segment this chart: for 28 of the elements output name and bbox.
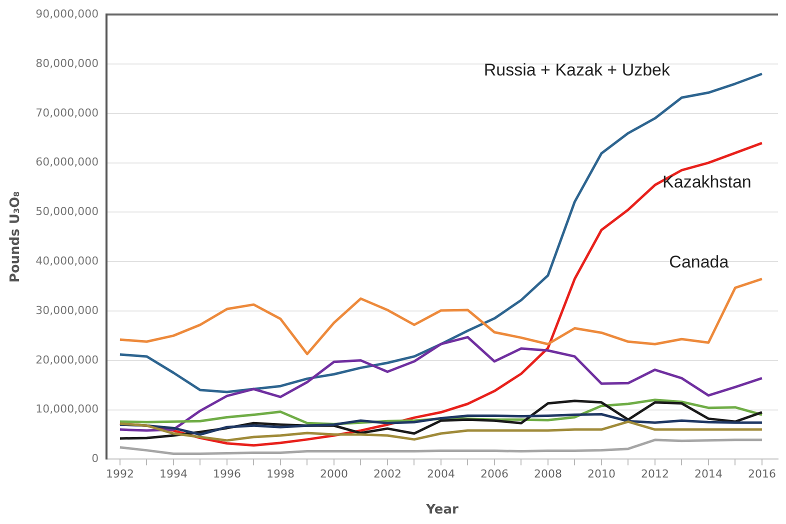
y-tick-label: 10,000,000: [36, 402, 99, 416]
x-tick-label: 1998: [266, 468, 294, 481]
y-tick-label: 20,000,000: [36, 353, 99, 366]
y-tick-label: 30,000,000: [36, 304, 99, 317]
y-tick-label: 70,000,000: [36, 106, 99, 120]
x-tick-label: 2016: [748, 468, 776, 481]
x-tick-label: 2010: [587, 468, 616, 481]
y-axis-title: Pounds U₃O₈: [8, 190, 24, 283]
y-tick-label: 0: [92, 452, 99, 466]
series-label: Kazakhstan: [662, 172, 752, 192]
x-tick-label: 1992: [106, 468, 134, 481]
x-tick-label: 2012: [640, 468, 669, 481]
x-tick-label: 2008: [534, 468, 562, 481]
x-tick-label: 1996: [212, 468, 241, 481]
y-tick-label: 60,000,000: [36, 156, 99, 169]
series-label: Canada: [669, 252, 730, 272]
x-tick-label: 2002: [373, 468, 402, 481]
x-tick-label: 2004: [426, 468, 455, 481]
x-tick-label: 2006: [480, 468, 508, 481]
x-axis-title: Year: [425, 502, 459, 518]
x-tick-label: 2014: [694, 468, 722, 481]
y-tick-label: 40,000,000: [36, 254, 99, 268]
x-tick-label: 1994: [159, 468, 188, 481]
y-tick-label: 50,000,000: [36, 205, 99, 218]
x-tick-label: 2000: [320, 468, 348, 481]
series-label: Russia + Kazak + Uzbek: [484, 60, 671, 80]
y-tick-label: 80,000,000: [36, 56, 99, 70]
y-tick-label: 90,000,000: [36, 7, 99, 20]
